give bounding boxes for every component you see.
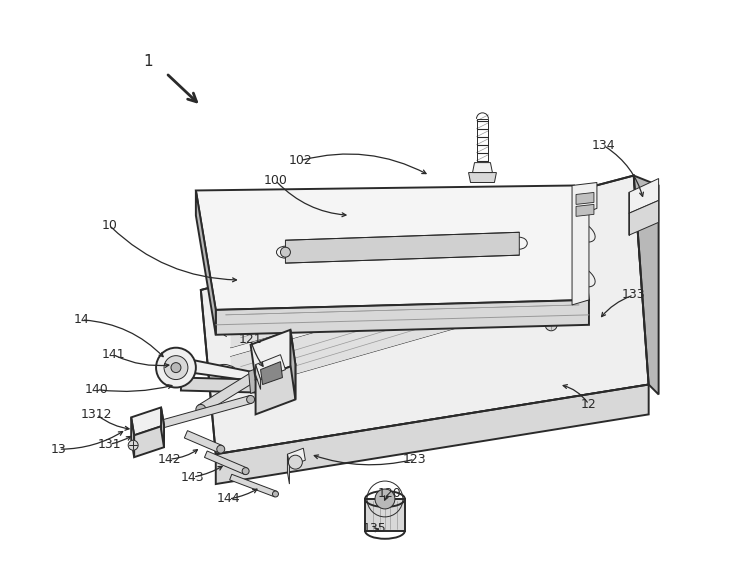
Text: 12: 12	[581, 398, 597, 411]
Polygon shape	[251, 330, 296, 380]
Circle shape	[242, 467, 249, 474]
Polygon shape	[216, 300, 589, 335]
Text: 131: 131	[98, 438, 121, 451]
Text: 133: 133	[622, 289, 646, 301]
Text: 144: 144	[217, 492, 241, 505]
Circle shape	[196, 404, 206, 415]
Text: 14: 14	[74, 313, 89, 327]
Polygon shape	[287, 448, 305, 466]
Text: 135: 135	[363, 522, 387, 535]
Circle shape	[247, 396, 254, 404]
Circle shape	[545, 292, 557, 304]
Polygon shape	[231, 212, 579, 348]
Text: 141: 141	[101, 348, 125, 361]
Circle shape	[280, 247, 290, 257]
Polygon shape	[472, 163, 493, 172]
Polygon shape	[256, 365, 296, 415]
Polygon shape	[290, 330, 296, 400]
Text: 1: 1	[143, 53, 153, 68]
Polygon shape	[230, 474, 277, 497]
Circle shape	[128, 440, 138, 450]
Polygon shape	[196, 186, 589, 310]
Polygon shape	[365, 499, 405, 531]
Text: 142: 142	[158, 453, 181, 466]
Polygon shape	[628, 201, 658, 235]
Text: 10: 10	[101, 219, 117, 232]
Polygon shape	[131, 408, 164, 435]
Polygon shape	[201, 175, 649, 454]
Polygon shape	[286, 232, 519, 263]
Text: 13: 13	[51, 443, 67, 456]
Polygon shape	[191, 359, 256, 382]
Polygon shape	[260, 362, 283, 385]
Polygon shape	[161, 408, 164, 447]
Polygon shape	[181, 378, 256, 393]
Text: 123: 123	[403, 453, 427, 466]
Circle shape	[217, 445, 225, 453]
Text: 102: 102	[289, 154, 312, 167]
Polygon shape	[231, 257, 579, 393]
Polygon shape	[205, 451, 247, 474]
Circle shape	[272, 491, 278, 497]
Polygon shape	[131, 417, 134, 457]
Text: 143: 143	[181, 470, 205, 484]
Text: 121: 121	[238, 334, 262, 346]
Text: 134: 134	[592, 139, 616, 152]
Text: 140: 140	[85, 383, 108, 396]
Polygon shape	[572, 182, 597, 305]
Polygon shape	[160, 396, 252, 428]
Polygon shape	[198, 371, 258, 413]
Polygon shape	[576, 204, 594, 216]
Polygon shape	[469, 172, 496, 182]
Polygon shape	[196, 190, 216, 335]
Text: 1312: 1312	[80, 408, 112, 421]
Polygon shape	[134, 426, 164, 457]
Polygon shape	[634, 175, 658, 394]
Polygon shape	[576, 193, 594, 204]
Polygon shape	[256, 355, 286, 380]
Circle shape	[289, 455, 302, 469]
Polygon shape	[184, 431, 222, 453]
Polygon shape	[628, 178, 658, 213]
Circle shape	[164, 356, 188, 380]
Circle shape	[545, 319, 557, 331]
Polygon shape	[248, 367, 260, 393]
Text: 120: 120	[378, 488, 402, 500]
Polygon shape	[287, 454, 290, 484]
Polygon shape	[256, 365, 260, 389]
Text: 100: 100	[263, 174, 287, 187]
Circle shape	[156, 348, 196, 388]
Circle shape	[171, 363, 181, 373]
Polygon shape	[216, 385, 649, 484]
Circle shape	[375, 489, 395, 509]
